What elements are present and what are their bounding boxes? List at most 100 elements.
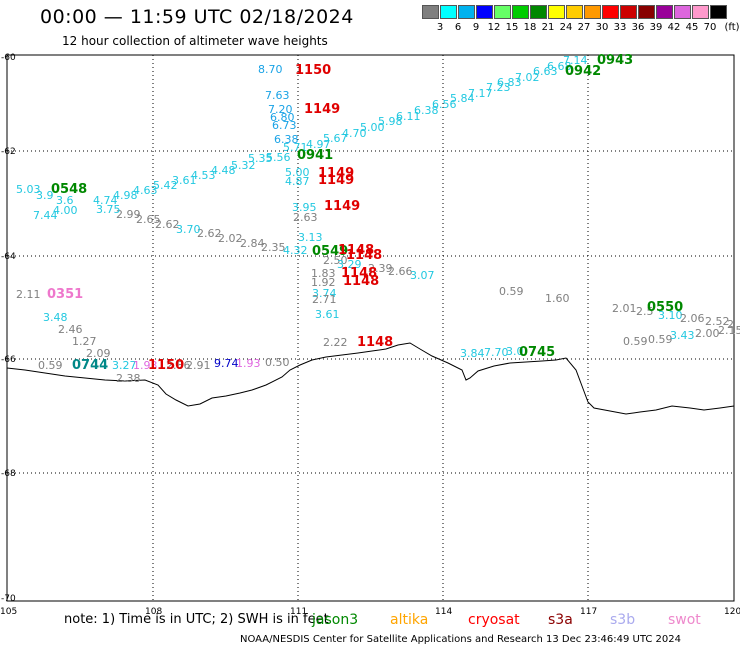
wave-height-label: 0.50 [265, 356, 290, 369]
wave-height-label: 2.5 [636, 305, 654, 318]
wave-height-label: 4.74 [93, 194, 118, 207]
wave-height-label: 0.59 [623, 335, 648, 348]
pass-time-label: 1148 [338, 243, 374, 258]
lon-label: 108 [145, 607, 162, 617]
wave-height-label: 3.75 [96, 203, 121, 216]
scale-label: 33 [613, 22, 627, 33]
wave-height-label: 6.63 [533, 65, 558, 78]
scale-swatch [476, 5, 493, 19]
pass-time-label: 0744 [72, 358, 108, 373]
wave-height-label: 2.62 [197, 227, 222, 240]
lon-label: 117 [580, 607, 597, 617]
wave-height-label: 2.91 [186, 359, 211, 372]
scale-label: 70 [703, 22, 717, 33]
scale-swatch [656, 5, 673, 19]
scale-swatch [638, 5, 655, 19]
pass-time-label: 1148 [343, 274, 379, 289]
wave-height-label: 2.63 [293, 211, 318, 224]
pass-time-label: 1149 [304, 102, 340, 117]
wave-height-label: 5.00 [360, 121, 385, 134]
wave-height-label: 7.44 [33, 209, 58, 222]
scale-swatch [530, 5, 547, 19]
scale-label: 3 [436, 22, 444, 33]
wave-height-label: 3.07 [410, 269, 435, 282]
wave-height-label: 3.6 [56, 194, 74, 207]
wave-height-label: 1.27 [72, 335, 97, 348]
wave-height-label: 1.60 [545, 292, 570, 305]
wave-height-label: 2.62 [155, 218, 180, 231]
wave-height-label: 3.74 [312, 287, 337, 300]
scale-label: 42 [667, 22, 681, 33]
lat-label: -64 [1, 252, 16, 262]
credit-line: NOAA/NESDIS Center for Satellite Applica… [240, 634, 682, 645]
satellite-legend-s3b: s3b [610, 612, 636, 628]
wave-height-label: 1.92 [311, 276, 336, 289]
wave-height-label: 3.29 [337, 258, 362, 271]
lon-label: 120 [724, 607, 740, 617]
wave-height-label: 4.00 [53, 204, 78, 217]
scale-swatch [710, 5, 727, 19]
lon-label: 114 [435, 607, 452, 617]
scale-swatch [440, 5, 457, 19]
wave-height-label: 5.42 [153, 179, 178, 192]
pass-time-label: 0943 [597, 53, 633, 68]
wave-height-label: 5.67 [323, 132, 348, 145]
wave-height-label: 5.71 [283, 141, 308, 154]
scale-swatch [512, 5, 529, 19]
pass-time-labels: 1150114909411149114911490549114811481148… [47, 53, 683, 373]
wave-height-label: 1.93 [133, 359, 158, 372]
wave-height-label: 2.01 [612, 302, 637, 315]
wave-height-label: 2.09 [86, 347, 111, 360]
wave-height-label: 7.14 [563, 54, 588, 67]
wave-height-label: 2.46 [58, 323, 83, 336]
wave-height-label: 3.48 [43, 311, 68, 324]
wave-height-label: 7.17 [468, 87, 493, 100]
pass-time-label: 1148 [346, 248, 382, 263]
wave-height-label: 2.66 [388, 265, 413, 278]
wave-height-label: 8.70 [258, 63, 283, 76]
wave-height-label: 3.0 [506, 345, 524, 358]
satellite-legend-altika: altika [390, 612, 429, 628]
lat-label: -60 [1, 53, 16, 63]
lat-label: -62 [1, 147, 16, 157]
wave-height-label: 9.74 [214, 357, 239, 370]
antarctic-coastline [6, 342, 735, 415]
scale-label: 15 [505, 22, 519, 33]
wave-height-label: 7.02 [515, 71, 540, 84]
scale-label: 12 [487, 22, 501, 33]
scale-swatch [602, 5, 619, 19]
scale-label: 6 [454, 22, 462, 33]
scale-label: 21 [541, 22, 555, 33]
lat-label: -66 [1, 355, 16, 365]
pass-time-label: 1148 [357, 335, 393, 350]
pass-time-label: 0549 [312, 244, 348, 259]
wave-height-label: 4.87 [285, 175, 310, 188]
scale-swatch [584, 5, 601, 19]
wave-height-label: 2.38 [116, 372, 141, 385]
wave-height-label: 7.23 [486, 81, 511, 94]
wave-height-label: 2.50 [323, 254, 348, 267]
wave-height-label: 2.39 [368, 262, 393, 275]
wave-height-label: 3.61 [315, 308, 340, 321]
wave-height-label: 7.20 [268, 103, 293, 116]
wave-height-label: 4.48 [211, 164, 236, 177]
wave-height-label: 5.98 [378, 115, 403, 128]
wave-height-label: 2.00 [695, 327, 720, 340]
lon-label: 111 [290, 607, 307, 617]
wave-height-label: 2.35 [261, 241, 286, 254]
wave-height-label: 0.59 [38, 359, 63, 372]
axis-labels: 105 108 111 114 117 120 -60 -62 -64 -66 … [0, 53, 740, 617]
wave-height-label: 4.53 [191, 169, 216, 182]
wave-height-label: 4.70 [342, 127, 367, 140]
wave-height-label: 3.43 [670, 329, 695, 342]
pass-time-label: 0548 [51, 182, 87, 197]
wave-height-label: 2.71 [312, 293, 337, 306]
wave-height-label: 6.56 [432, 98, 457, 111]
pass-time-label: 1149 [324, 199, 360, 214]
wave-height-label: 4.32 [283, 244, 308, 257]
lon-label: 105 [0, 607, 17, 617]
wave-height-label: 4.63 [133, 184, 158, 197]
wave-height-label: 2.11 [16, 288, 41, 301]
wave-height-label: 2.65 [136, 213, 161, 226]
wave-height-label: 6.83 [497, 76, 522, 89]
